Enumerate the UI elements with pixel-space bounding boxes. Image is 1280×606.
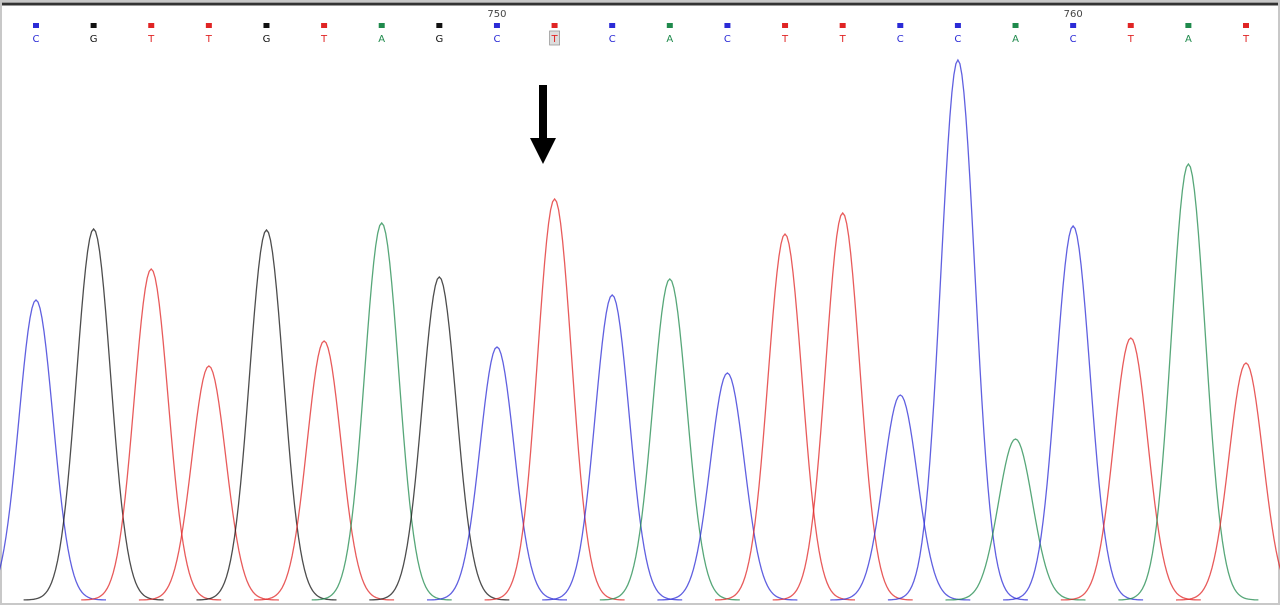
peak xyxy=(945,438,1086,601)
peak xyxy=(484,197,625,601)
base-highlight xyxy=(549,30,560,46)
peak xyxy=(427,346,567,601)
base-marker xyxy=(1185,23,1192,28)
base-call: T xyxy=(147,34,155,45)
peak xyxy=(369,276,510,601)
peak xyxy=(542,294,683,601)
base-call: T xyxy=(205,34,213,45)
peak xyxy=(81,268,222,601)
base-call: A xyxy=(1185,34,1192,45)
base-marker xyxy=(666,23,673,28)
base-call: C xyxy=(493,34,500,45)
base-call: A xyxy=(1012,34,1019,45)
base-call: G xyxy=(435,34,443,45)
peak xyxy=(772,211,913,601)
base-call: T xyxy=(320,34,328,45)
base-marker xyxy=(378,23,385,28)
base-call: T xyxy=(839,34,847,45)
base-marker xyxy=(1243,23,1249,28)
peak xyxy=(138,365,279,601)
position-label: 760 xyxy=(1064,9,1083,20)
base-marker xyxy=(1012,23,1019,28)
peak xyxy=(196,228,337,601)
peak xyxy=(1003,224,1144,601)
base-marker xyxy=(609,23,616,28)
base-marker xyxy=(782,23,789,28)
base-call: C xyxy=(1070,34,1077,45)
peak xyxy=(599,278,740,601)
peak xyxy=(1175,362,1280,601)
base-call: T xyxy=(551,34,559,45)
base-call: T xyxy=(781,34,789,45)
peak xyxy=(715,232,855,601)
base-marker xyxy=(33,23,39,28)
position-label: 750 xyxy=(487,9,506,20)
base-call: C xyxy=(724,34,731,45)
base-call: T xyxy=(1127,34,1135,45)
base-call: A xyxy=(666,34,673,45)
arrow xyxy=(530,85,556,164)
base-call: A xyxy=(378,34,385,45)
base-call: C xyxy=(897,34,904,45)
base-call: C xyxy=(33,34,40,45)
peak xyxy=(887,58,1028,601)
base-marker xyxy=(724,23,731,28)
base-marker xyxy=(321,23,328,28)
base-marker xyxy=(954,23,961,28)
base-marker xyxy=(148,23,155,28)
peak xyxy=(1118,162,1259,601)
peak xyxy=(311,221,452,601)
base-marker xyxy=(436,23,443,28)
base-marker xyxy=(1070,23,1077,28)
base-marker xyxy=(839,23,846,28)
base-marker xyxy=(493,23,500,28)
base-marker xyxy=(1127,23,1134,28)
peak xyxy=(23,227,164,601)
base-marker xyxy=(205,23,212,28)
base-call: G xyxy=(90,34,98,45)
base-marker xyxy=(551,23,558,28)
peak xyxy=(254,340,395,601)
arrow-shaft xyxy=(539,85,547,140)
base-call: C xyxy=(954,34,961,45)
peak xyxy=(830,394,971,601)
peak xyxy=(1060,337,1201,601)
base-call: G xyxy=(263,34,271,45)
arrow-head xyxy=(530,138,556,164)
base-marker xyxy=(897,23,904,28)
base-call: T xyxy=(1242,34,1250,45)
peak xyxy=(657,372,798,601)
base-marker xyxy=(90,23,97,28)
base-call: C xyxy=(609,34,616,45)
traces xyxy=(0,58,1280,601)
base-marker xyxy=(263,23,270,28)
peak xyxy=(0,299,106,601)
